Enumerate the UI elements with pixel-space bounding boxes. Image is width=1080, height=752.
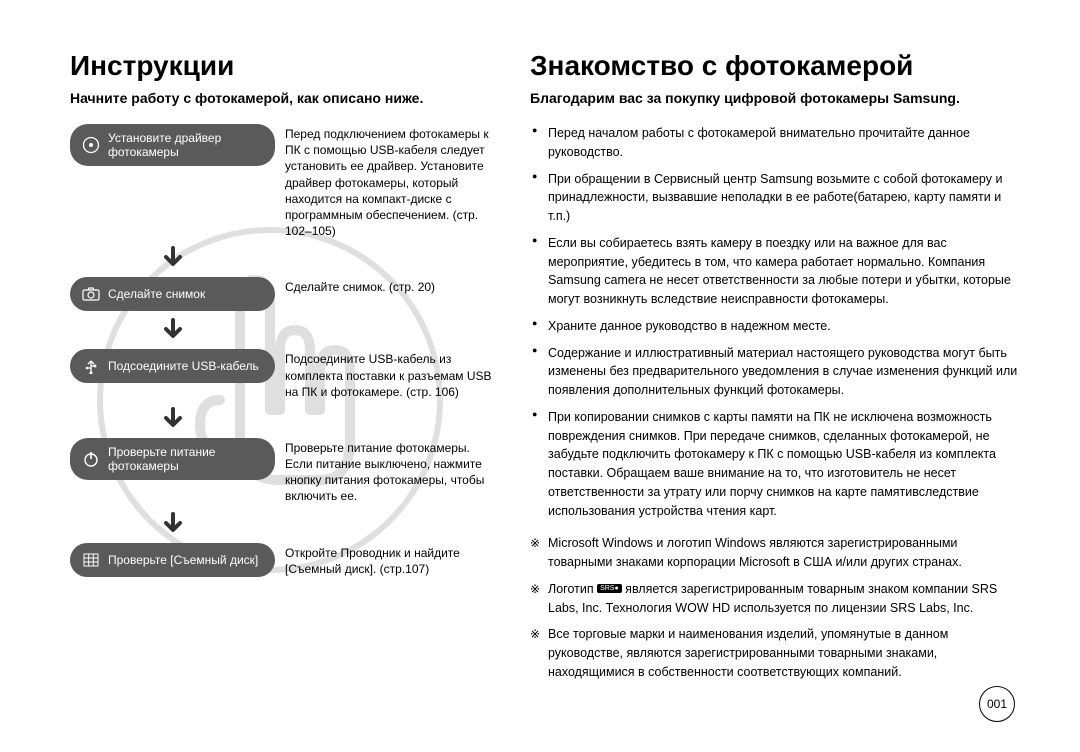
step-text: Сделайте снимок. (стр. 20) [285,277,500,295]
power-icon [82,450,100,468]
step-text: Перед подключением фотокамеры к ПК с пом… [285,124,500,239]
step-row: Проверьте питание фотокамеры Проверьте п… [70,438,500,505]
left-title: Инструкции [70,50,500,82]
arrow-down-icon [160,511,500,537]
step-label: Сделайте снимок [108,287,205,301]
step-label: Проверьте [Съемный диск] [108,553,258,567]
bullet-item: Если вы собираетесь взять камеру в поезд… [530,234,1020,309]
note-item: Все торговые марки и наименования издели… [530,625,1020,681]
right-subtitle: Благодарим вас за покупку цифровой фоток… [530,90,1020,106]
bullet-item: При копировании снимков с карты памяти н… [530,408,1020,521]
arrow-down-icon [160,317,500,343]
camera-icon [82,285,100,303]
bullet-item: При обращении в Сервисный центр Samsung … [530,170,1020,226]
right-title: Знакомство с фотокамерой [530,50,1020,82]
step-text: Откройте Проводник и найдите [Съемный ди… [285,543,500,577]
step-text: Подсоедините USB-кабель из комплекта пос… [285,349,500,400]
bullet-item: Содержание и иллюстративный материал нас… [530,344,1020,400]
usb-icon [82,357,100,375]
left-subtitle: Начните работу с фотокамерой, как описан… [70,90,500,106]
page-number: 001 [979,686,1015,722]
bullet-item: Храните данное руководство в надежном ме… [530,317,1020,336]
bullet-list: Перед началом работы с фотокамерой внима… [530,124,1020,520]
disc-icon [82,136,100,154]
step-label: Установите драйвер фотокамеры [108,131,263,159]
step-row: Подсоедините USB-кабель Подсоедините USB… [70,349,500,400]
step-pill-check-power: Проверьте питание фотокамеры [70,438,275,480]
notes-list: Microsoft Windows и логотип Windows явля… [530,534,1020,681]
step-pill-check-disk: Проверьте [Съемный диск] [70,543,275,577]
step-pill-install-driver: Установите драйвер фотокамеры [70,124,275,166]
step-row: Сделайте снимок Сделайте снимок. (стр. 2… [70,277,500,311]
step-row: Установите драйвер фотокамеры Перед подк… [70,124,500,239]
steps-list: Установите драйвер фотокамеры Перед подк… [70,124,500,577]
note-item: Microsoft Windows и логотип Windows явля… [530,534,1020,572]
grid-icon [82,551,100,569]
step-text: Проверьте питание фотокамеры. Если питан… [285,438,500,505]
left-column: Инструкции Начните работу с фотокамерой,… [70,50,500,722]
note-item: Логотип SRS● является зарегистрированным… [530,580,1020,618]
right-column: Знакомство с фотокамерой Благодарим вас … [530,50,1020,722]
step-row: Проверьте [Съемный диск] Откройте Провод… [70,543,500,577]
bullet-item: Перед началом работы с фотокамерой внима… [530,124,1020,162]
step-pill-take-photo: Сделайте снимок [70,277,275,311]
srs-logo: SRS● [597,584,622,593]
arrow-down-icon [160,406,500,432]
arrow-down-icon [160,245,500,271]
step-pill-connect-usb: Подсоедините USB-кабель [70,349,275,383]
step-label: Проверьте питание фотокамеры [108,445,263,473]
step-label: Подсоедините USB-кабель [108,359,259,373]
